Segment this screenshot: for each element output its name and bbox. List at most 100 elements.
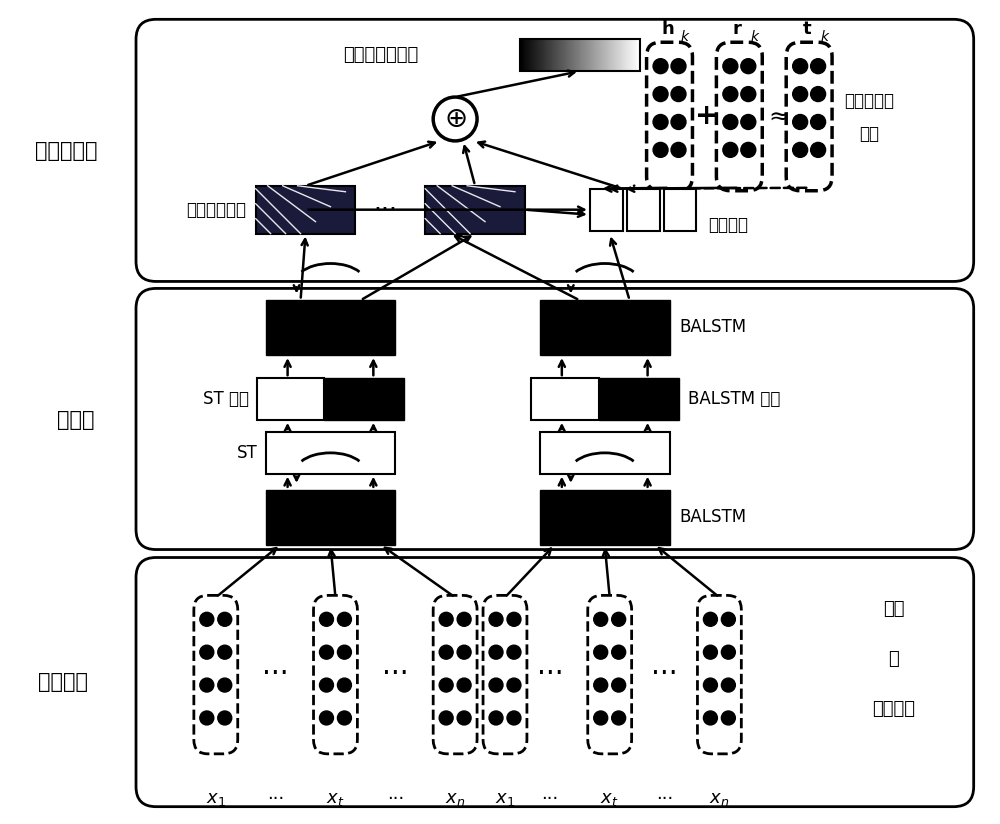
Text: 语料句子: 语料句子 bbox=[872, 700, 915, 718]
Text: ···: ··· bbox=[541, 789, 558, 808]
Circle shape bbox=[612, 612, 626, 626]
Text: BALSTM 输出: BALSTM 输出 bbox=[688, 390, 781, 408]
Circle shape bbox=[741, 59, 756, 73]
Circle shape bbox=[218, 612, 232, 626]
Text: 词: 词 bbox=[889, 650, 899, 668]
Text: 深度层: 深度层 bbox=[57, 410, 95, 430]
Text: 外部关注层: 外部关注层 bbox=[35, 141, 97, 161]
Bar bbox=[425, 185, 525, 233]
Circle shape bbox=[218, 678, 232, 692]
Text: $x_1$: $x_1$ bbox=[495, 789, 515, 808]
Circle shape bbox=[507, 645, 521, 659]
Bar bbox=[324, 378, 404, 420]
Bar bbox=[664, 189, 696, 231]
Circle shape bbox=[703, 678, 717, 692]
Circle shape bbox=[653, 115, 668, 129]
FancyBboxPatch shape bbox=[136, 558, 974, 807]
Circle shape bbox=[439, 678, 453, 692]
Circle shape bbox=[793, 87, 808, 101]
Circle shape bbox=[337, 711, 351, 725]
Circle shape bbox=[671, 59, 686, 73]
Text: $x_1$: $x_1$ bbox=[206, 789, 226, 808]
Text: $\mathbf{r}$: $\mathbf{r}$ bbox=[732, 21, 743, 38]
Bar bbox=[531, 378, 599, 420]
Bar bbox=[627, 189, 660, 231]
Circle shape bbox=[439, 711, 453, 725]
Circle shape bbox=[723, 59, 738, 73]
Text: ···: ··· bbox=[387, 789, 404, 808]
Circle shape bbox=[200, 612, 214, 626]
Circle shape bbox=[200, 678, 214, 692]
Text: ···: ··· bbox=[656, 789, 673, 808]
Text: 位置: 位置 bbox=[883, 601, 905, 618]
FancyBboxPatch shape bbox=[716, 42, 762, 190]
Text: +: + bbox=[695, 102, 718, 130]
Text: 基于知识的表示: 基于知识的表示 bbox=[343, 46, 418, 64]
Circle shape bbox=[671, 87, 686, 101]
Circle shape bbox=[337, 612, 351, 626]
Circle shape bbox=[200, 711, 214, 725]
Text: ST 输出: ST 输出 bbox=[203, 390, 249, 408]
Circle shape bbox=[723, 87, 738, 101]
Circle shape bbox=[320, 711, 333, 725]
Text: BALSTM: BALSTM bbox=[680, 318, 747, 336]
Circle shape bbox=[793, 143, 808, 157]
Circle shape bbox=[741, 143, 756, 157]
Circle shape bbox=[320, 678, 333, 692]
Circle shape bbox=[218, 711, 232, 725]
Text: 外部关注: 外部关注 bbox=[708, 216, 748, 234]
Circle shape bbox=[489, 678, 503, 692]
Circle shape bbox=[320, 612, 333, 626]
Text: 词表示层: 词表示层 bbox=[38, 672, 88, 692]
Text: $x_t$: $x_t$ bbox=[600, 789, 619, 808]
Circle shape bbox=[811, 87, 826, 101]
Text: ···: ··· bbox=[262, 660, 289, 688]
Circle shape bbox=[721, 711, 735, 725]
Circle shape bbox=[489, 612, 503, 626]
Bar bbox=[540, 489, 670, 545]
Text: $x_n$: $x_n$ bbox=[709, 789, 730, 808]
Circle shape bbox=[489, 711, 503, 725]
FancyBboxPatch shape bbox=[697, 596, 741, 754]
Text: $\mathbf{t}$: $\mathbf{t}$ bbox=[802, 21, 812, 38]
FancyBboxPatch shape bbox=[786, 42, 832, 190]
Text: $\approx$: $\approx$ bbox=[764, 104, 789, 128]
Bar bbox=[590, 189, 623, 231]
Text: $\oplus$: $\oplus$ bbox=[444, 105, 466, 133]
Circle shape bbox=[594, 612, 608, 626]
Text: $x_n$: $x_n$ bbox=[445, 789, 465, 808]
Circle shape bbox=[489, 645, 503, 659]
FancyBboxPatch shape bbox=[588, 596, 632, 754]
Circle shape bbox=[653, 143, 668, 157]
Bar bbox=[266, 489, 395, 545]
Text: $k$: $k$ bbox=[680, 29, 691, 44]
Text: ST: ST bbox=[237, 444, 258, 462]
Circle shape bbox=[320, 645, 333, 659]
Circle shape bbox=[703, 612, 717, 626]
Circle shape bbox=[337, 645, 351, 659]
Text: ···: ··· bbox=[382, 660, 409, 688]
Circle shape bbox=[457, 612, 471, 626]
Text: BALSTM: BALSTM bbox=[680, 508, 747, 526]
Circle shape bbox=[337, 678, 351, 692]
Circle shape bbox=[507, 678, 521, 692]
Circle shape bbox=[793, 115, 808, 129]
FancyBboxPatch shape bbox=[136, 288, 974, 550]
Bar bbox=[540, 432, 670, 474]
FancyBboxPatch shape bbox=[136, 19, 974, 282]
Circle shape bbox=[721, 645, 735, 659]
Text: ···: ··· bbox=[651, 660, 678, 688]
Circle shape bbox=[811, 115, 826, 129]
Circle shape bbox=[703, 711, 717, 725]
Circle shape bbox=[594, 678, 608, 692]
Circle shape bbox=[439, 612, 453, 626]
Circle shape bbox=[811, 143, 826, 157]
Circle shape bbox=[457, 645, 471, 659]
Circle shape bbox=[721, 612, 735, 626]
Circle shape bbox=[653, 87, 668, 101]
Bar bbox=[540, 301, 670, 355]
FancyBboxPatch shape bbox=[647, 42, 692, 190]
Circle shape bbox=[703, 645, 717, 659]
Text: ···: ··· bbox=[267, 789, 284, 808]
Bar bbox=[266, 301, 395, 355]
